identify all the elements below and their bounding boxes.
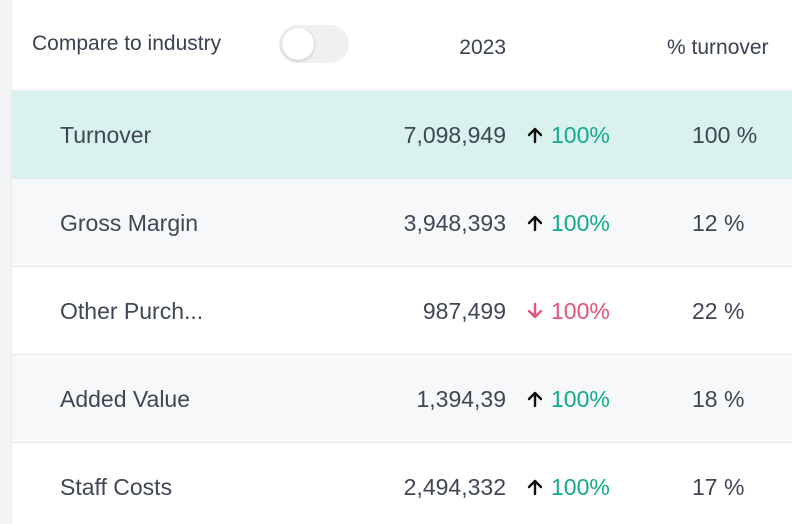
toggle-knob: [282, 28, 314, 60]
row-value: 1,394,39: [416, 386, 506, 412]
row-share: 22 %: [692, 298, 745, 324]
toggle-label: Compare to industry: [32, 32, 222, 55]
trend-arrow: [527, 479, 543, 496]
row-change: 100%: [551, 474, 610, 500]
row-share: 17 %: [692, 474, 745, 500]
industry-toggle[interactable]: [279, 25, 349, 63]
row-value: 2,494,332: [403, 474, 506, 500]
column-header[interactable]: % turnover: [667, 36, 769, 59]
row-value: 987,499: [422, 298, 506, 324]
row-value: 3,948,393: [403, 210, 506, 236]
arrow-shape: [527, 391, 543, 408]
row-share: 18 %: [692, 386, 745, 412]
row-label: Staff Costs: [60, 474, 173, 500]
table-row[interactable]: Other Purch... 987,499 100% 22 %: [12, 266, 792, 355]
table-row[interactable]: Gross Margin 3,948,393 100% 12 %: [12, 178, 792, 267]
trend-arrow: [527, 215, 543, 232]
arrow-shape: [527, 127, 543, 144]
row-change: 100%: [551, 298, 610, 324]
row-value: 7,098,949: [403, 122, 506, 148]
arrow-shape: [527, 302, 543, 319]
trend-arrow: [527, 127, 543, 144]
row-label: Turnover: [60, 122, 152, 148]
column-header[interactable]: 2023: [459, 36, 506, 59]
trend-arrow: [527, 302, 543, 319]
table-row[interactable]: Turnover 7,098,949 100% 100 %: [12, 90, 792, 179]
row-label: Gross Margin: [60, 210, 199, 236]
row-share: 12 %: [692, 210, 745, 236]
row-change: 100%: [551, 122, 610, 148]
table-row[interactable]: Staff Costs 2,494,332 100% 17 %: [12, 442, 792, 524]
row-label: Added Value: [60, 386, 191, 412]
row-share: 100 %: [692, 122, 758, 148]
row-label: Other Purch...: [60, 298, 204, 324]
row-change: 100%: [551, 210, 610, 236]
arrow-shape: [527, 215, 543, 232]
arrow-shape: [527, 479, 543, 496]
table-card: Compare to industry 2023 % turnover Turn…: [12, 0, 792, 524]
table-row[interactable]: Added Value 1,394,39 100% 18 %: [12, 354, 792, 443]
row-change: 100%: [551, 386, 610, 412]
trend-arrow: [527, 391, 543, 408]
